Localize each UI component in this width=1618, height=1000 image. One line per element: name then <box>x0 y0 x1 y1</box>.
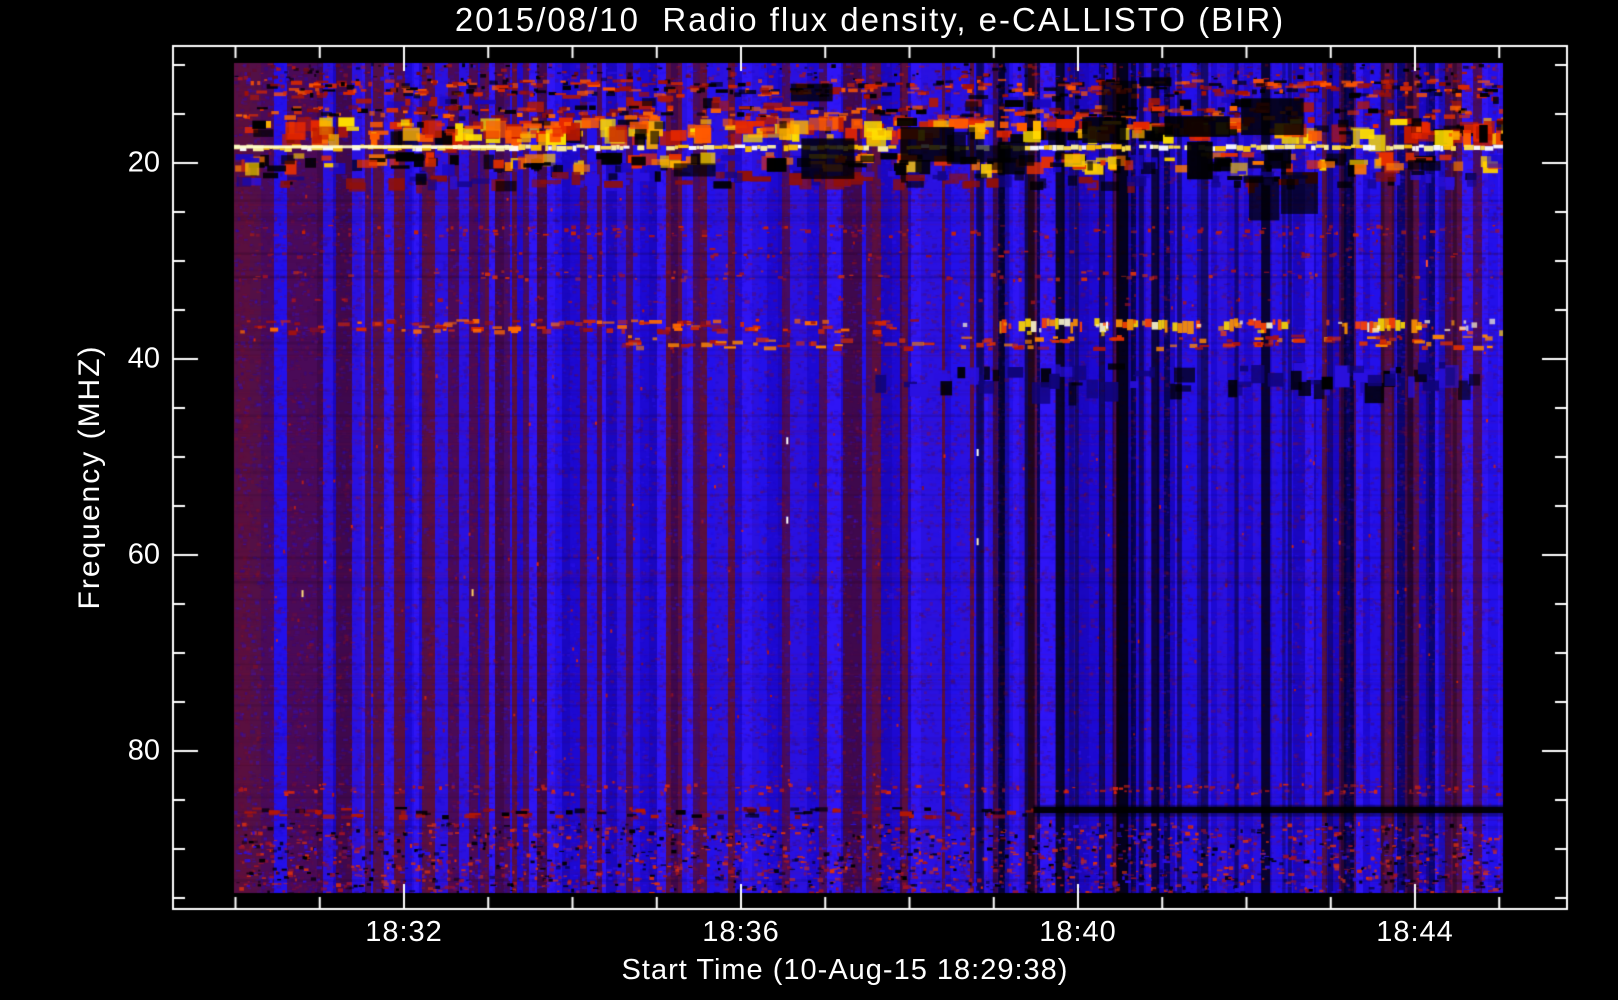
chart-title: 2015/08/10 Radio flux density, e-CALLIST… <box>454 1 1286 38</box>
y-tick-label: 20 <box>127 146 160 179</box>
x-tick-label: 18:40 <box>1039 916 1117 948</box>
y-tick-label: 60 <box>127 538 160 571</box>
x-tick-label: 18:36 <box>702 916 780 948</box>
x-tick-label: 18:32 <box>365 916 443 948</box>
x-axis-label: Start Time (10-Aug-15 18:29:38) <box>621 954 1069 986</box>
x-tick-label: 18:44 <box>1376 916 1454 948</box>
y-tick-label: 80 <box>127 734 160 767</box>
y-tick-label: 40 <box>127 342 160 375</box>
